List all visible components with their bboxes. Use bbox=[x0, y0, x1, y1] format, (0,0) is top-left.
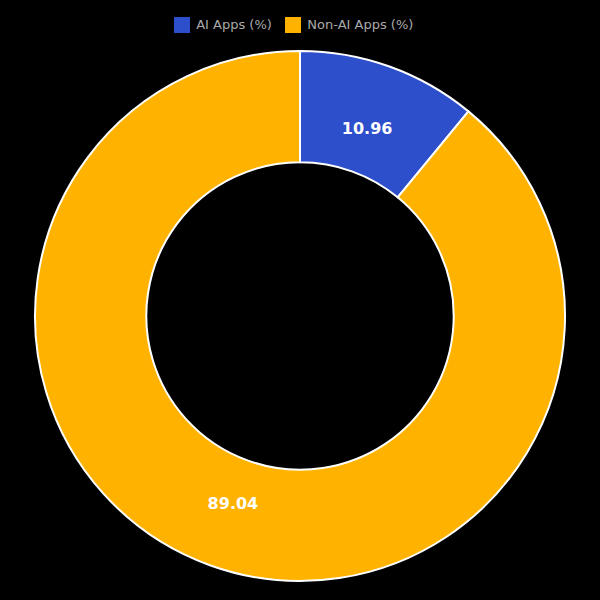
svg-text:10.96: 10.96 bbox=[342, 119, 393, 138]
html-text:Non-AI Apps (%): Non-AI Apps (%) bbox=[307, 17, 414, 32]
svg-text:89.04: 89.04 bbox=[208, 494, 259, 513]
html-text:AI Apps (%): AI Apps (%) bbox=[196, 17, 272, 32]
